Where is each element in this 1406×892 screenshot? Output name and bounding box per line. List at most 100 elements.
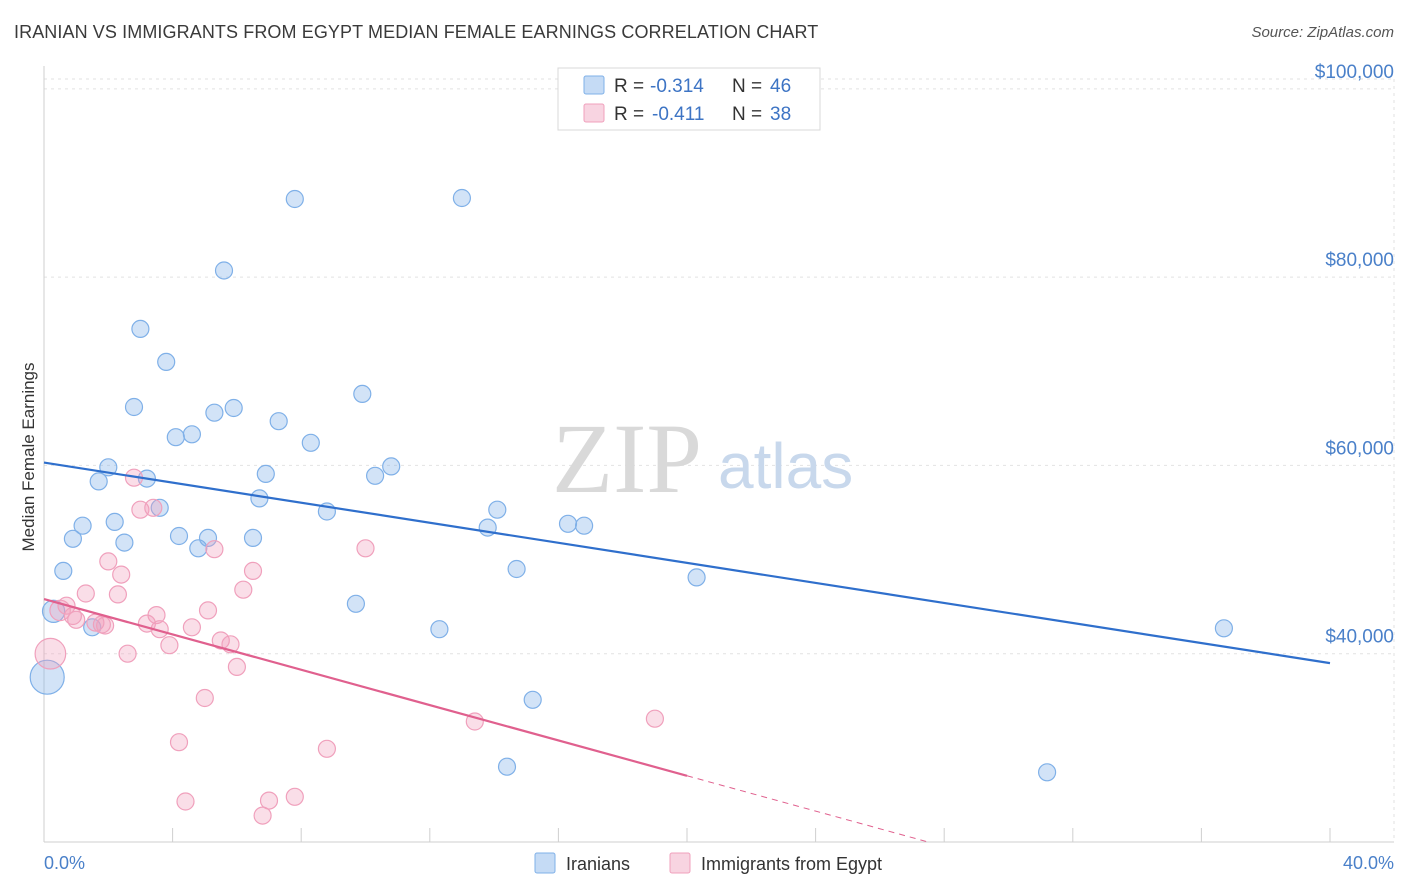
egypt-point <box>112 565 131 584</box>
egypt-point <box>99 552 118 571</box>
correlation-legend: R = -0.314 N = 46 R = -0.411 N = 38 <box>557 67 821 131</box>
iranians-point <box>41 599 66 624</box>
legend-swatch-egypt <box>583 103 605 123</box>
iranians-point <box>205 403 224 422</box>
egypt-point <box>317 739 336 758</box>
iranians-trend-line <box>43 461 1331 665</box>
egypt-point <box>92 615 112 634</box>
trend-lines <box>43 461 1331 843</box>
x-tick-label-max: 40.0% <box>1343 853 1394 873</box>
iranians-point <box>150 498 169 517</box>
egypt-trend-line <box>43 598 688 777</box>
iranians-point <box>73 516 92 535</box>
iranians-point <box>1037 763 1057 782</box>
y-tick-label: $40,000 <box>1325 627 1394 648</box>
egypt-point <box>198 601 218 620</box>
egypt-point <box>169 733 189 752</box>
iranians-point <box>224 398 243 418</box>
iranians-point <box>89 472 108 491</box>
egypt-point <box>147 605 166 625</box>
egypt-point <box>160 636 179 655</box>
legend-n-label-iranians: N = <box>732 76 762 97</box>
egypt-point <box>227 657 246 677</box>
axes <box>43 66 1395 843</box>
legend-box <box>557 67 821 131</box>
y-axis-label: Median Female Earnings <box>19 363 38 552</box>
source-credit: Source: ZipAtlas.com <box>1251 24 1394 41</box>
iranians-point <box>250 489 269 508</box>
egypt-point <box>144 498 163 517</box>
iranians-point <box>256 464 275 483</box>
bottom-legend-swatch-egypt <box>669 852 691 874</box>
egypt-point <box>234 580 253 599</box>
x-tick-label-min: 0.0% <box>44 853 85 873</box>
watermark-zip: ZIP <box>552 403 702 514</box>
iranians-point <box>285 189 304 209</box>
egypt-point <box>253 806 272 825</box>
iranians-point <box>497 757 517 776</box>
y-tick-labels: $40,000 $60,000 $80,000 $100,000 <box>1315 62 1394 648</box>
iranians-point <box>54 561 73 581</box>
iranians-point <box>157 352 176 371</box>
egypt-point <box>34 637 67 670</box>
egypt-point <box>76 584 95 603</box>
egypt-trend-line-extension <box>686 775 929 843</box>
iranians-point <box>124 397 144 417</box>
egypt-point <box>108 585 128 604</box>
egypt-point <box>118 644 137 663</box>
iranians-point <box>198 528 218 548</box>
legend-r-label-iranians: R = <box>614 76 644 97</box>
iranians-point <box>452 188 471 208</box>
egypt-point <box>182 618 201 637</box>
iranians-point <box>507 559 526 579</box>
legend-r-value-egypt: -0.411 <box>652 104 704 125</box>
iranians-point <box>29 659 65 695</box>
iranians-point <box>382 457 401 476</box>
bottom-legend-swatch-iranians <box>534 852 556 874</box>
iranians-point <box>430 620 449 639</box>
legend-swatch-iranians <box>583 75 605 95</box>
iranians-point <box>131 319 150 338</box>
iranians-point <box>301 433 320 452</box>
egypt-point <box>176 792 195 811</box>
legend-n-value-iranians: 46 <box>770 76 791 97</box>
iranians-point <box>214 261 234 280</box>
iranians-point <box>488 500 507 519</box>
bottom-legend-label-egypt: Immigrants from Egypt <box>701 854 882 874</box>
iranians-point <box>558 514 578 533</box>
egypt-point <box>259 791 279 810</box>
iranians-point <box>1214 619 1234 638</box>
y-tick-label: $80,000 <box>1325 250 1394 271</box>
egypt-point <box>645 709 665 728</box>
legend-r-value-iranians: -0.314 <box>650 76 704 97</box>
y-tick-label: $60,000 <box>1325 438 1394 459</box>
egypt-point <box>195 688 214 708</box>
iranians-point <box>115 533 134 552</box>
egypt-point <box>205 540 224 559</box>
chart-title: IRANIAN VS IMMIGRANTS FROM EGYPT MEDIAN … <box>14 22 819 42</box>
iranians-point <box>687 568 706 587</box>
egypt-point <box>356 539 375 558</box>
iranians-point <box>366 466 385 485</box>
legend-n-label-egypt: N = <box>732 104 762 125</box>
legend-n-value-egypt: 38 <box>770 104 791 125</box>
watermark: ZIP atlas <box>552 403 853 514</box>
iranians-point <box>182 425 201 444</box>
iranians-point <box>243 528 263 548</box>
iranians-point <box>105 512 124 532</box>
egypt-point <box>211 631 230 650</box>
watermark-atlas: atlas <box>718 430 853 502</box>
y-tick-label: $100,000 <box>1315 62 1394 83</box>
iranians-point <box>353 384 372 403</box>
egypt-point <box>243 561 263 581</box>
bottom-legend-label-iranians: Iranians <box>566 854 630 874</box>
iranians-point <box>166 428 185 447</box>
iranians-point <box>63 529 83 548</box>
legend-r-label-egypt: R = <box>614 104 644 125</box>
series-legend: Iranians Immigrants from Egypt <box>534 852 882 874</box>
iranians-point <box>346 594 365 613</box>
iranians-point <box>169 526 189 546</box>
iranians-point <box>269 412 288 431</box>
iranians-point <box>523 690 542 709</box>
